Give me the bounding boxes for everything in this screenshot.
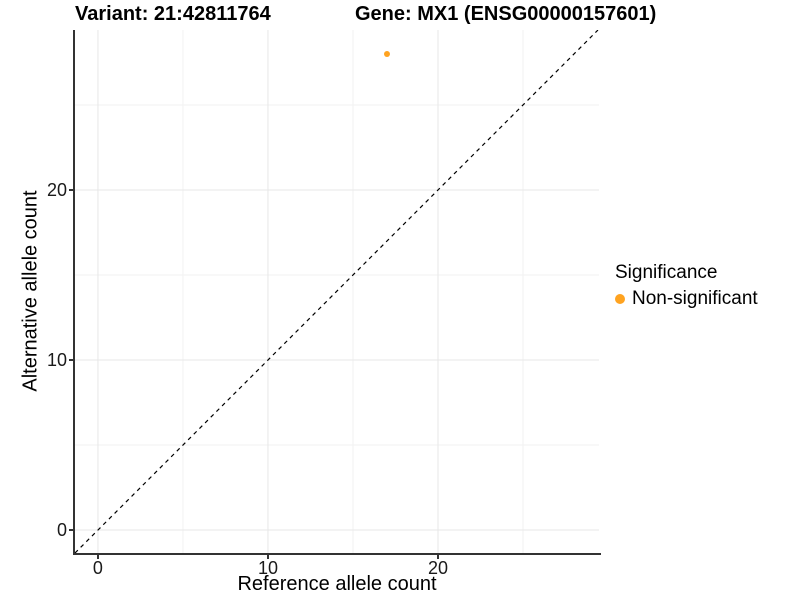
plot-panel [75,30,599,553]
y-axis-line [73,30,75,555]
legend-title: Significance [615,262,718,283]
y-tick-mark [68,529,74,531]
x-tick-label: 20 [427,558,448,578]
y-tick-label: 0 [56,520,67,541]
y-tick-mark [68,359,74,361]
legend-item-non-significant: Non-significant [615,287,758,310]
x-tick-mark [437,554,439,560]
x-axis-line [73,553,601,555]
legend-item-label: Non-significant [632,288,758,309]
legend: Significance Non-significant [615,261,758,310]
y-tick-label: 10 [46,350,67,371]
x-tick-mark [267,554,269,560]
legend-point-icon [615,293,625,304]
x-tick-label: 0 [92,558,103,578]
x-tick-mark [97,554,99,560]
gene-title: Gene: MX1 (ENSG00000157601) [355,3,657,25]
data-point [383,50,390,57]
y-axis-title: Alternative allele count [19,190,42,392]
scatter-plot-canvas [75,30,599,553]
y-tick-label: 20 [46,179,67,200]
identity-line [75,30,599,553]
y-tick-mark [68,189,74,191]
x-tick-label: 10 [257,558,278,578]
variant-title: Variant: 21:42811764 [75,3,271,25]
x-axis-title: Reference allele count [237,573,437,595]
